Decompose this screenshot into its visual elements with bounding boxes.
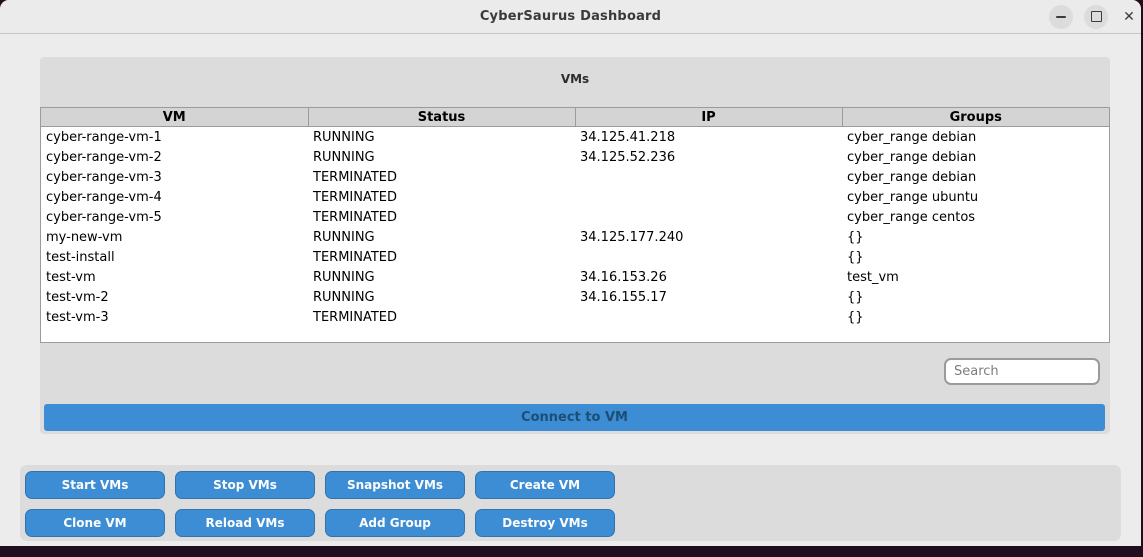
cell-groups: {}	[847, 289, 864, 305]
close-icon: ✕	[1123, 8, 1135, 25]
cell-ip	[575, 167, 842, 187]
app-window: CyberSaurus Dashboard ✕ VMs VM Status IP Gr…	[0, 0, 1141, 546]
cell-vm: test-vm	[46, 269, 96, 285]
search-input[interactable]	[944, 358, 1100, 385]
action-button-create-vm[interactable]: Create VM	[475, 471, 615, 499]
vm-table-header-row: VM Status IP Groups	[41, 108, 1109, 127]
window-controls: ✕	[1049, 0, 1139, 33]
cell-groups: cyber_range centos	[847, 209, 976, 225]
cell-vm: test-vm-2	[46, 289, 109, 305]
cell-groups: cyber_range debian	[847, 149, 977, 165]
cell-status: TERMINATED	[313, 249, 398, 265]
vms-panel: VMs VM Status IP Groups cyber-range-vm-1 RUN…	[40, 57, 1110, 434]
cell-ip	[575, 207, 842, 227]
maximize-icon	[1090, 11, 1102, 22]
vm-table[interactable]: VM Status IP Groups cyber-range-vm-1 RUNNING…	[40, 107, 1110, 343]
table-row[interactable]: my-new-vm RUNNING 34.125.177.240 {}	[41, 227, 1109, 247]
connect-to-vm-button[interactable]: Connect to VM	[44, 404, 1105, 431]
action-row-2: Clone VM Reload VMs Add Group Destroy VMs	[25, 509, 615, 537]
cell-ip: 34.16.153.26	[580, 269, 667, 285]
table-row[interactable]: test-vm-2 RUNNING 34.16.155.17 {}	[41, 287, 1109, 307]
table-row[interactable]: cyber-range-vm-4 TERMINATED cyber_range ub…	[41, 187, 1109, 207]
column-header-status[interactable]: Status	[307, 108, 576, 127]
cell-status: RUNNING	[313, 289, 375, 305]
minimize-icon	[1056, 15, 1066, 18]
table-row[interactable]: cyber-range-vm-1 RUNNING 34.125.41.218 cybe…	[41, 127, 1109, 148]
action-button-destroy-vms[interactable]: Destroy VMs	[475, 509, 615, 537]
cell-groups: {}	[847, 249, 864, 265]
table-row[interactable]: test-install TERMINATED {}	[41, 247, 1109, 267]
cell-status: TERMINATED	[313, 209, 398, 225]
cell-vm: test-install	[46, 249, 115, 265]
action-button-stop-vms[interactable]: Stop VMs	[175, 471, 315, 499]
action-button-reload-vms[interactable]: Reload VMs	[175, 509, 315, 537]
table-row[interactable]: cyber-range-vm-3 TERMINATED cyber_range de…	[41, 167, 1109, 187]
cell-status: RUNNING	[313, 129, 375, 145]
cell-groups: cyber_range ubuntu	[847, 189, 979, 205]
cell-status: TERMINATED	[313, 169, 398, 185]
table-row[interactable]: cyber-range-vm-2 RUNNING 34.125.52.236 cybe…	[41, 147, 1109, 167]
table-row[interactable]: cyber-range-vm-5 TERMINATED cyber_range ce…	[41, 207, 1109, 227]
cell-groups: cyber_range debian	[847, 169, 977, 185]
cell-groups: {}	[847, 309, 864, 325]
cell-ip	[575, 187, 842, 207]
cell-ip: 34.125.52.236	[580, 149, 676, 165]
cell-status: RUNNING	[313, 269, 375, 285]
cell-vm: cyber-range-vm-4	[46, 189, 162, 205]
vms-panel-label: VMs	[560, 72, 590, 86]
cell-vm: cyber-range-vm-2	[46, 149, 162, 165]
action-button-start-vms[interactable]: Start VMs	[25, 471, 165, 499]
column-header-groups[interactable]: Groups	[841, 108, 1109, 127]
cell-vm: test-vm-3	[46, 309, 109, 325]
cell-ip: 34.125.41.218	[580, 129, 676, 145]
table-row[interactable]: test-vm-3 TERMINATED {}	[41, 307, 1109, 327]
cell-status: RUNNING	[313, 149, 375, 165]
cell-vm: cyber-range-vm-5	[46, 209, 162, 225]
cell-vm: cyber-range-vm-3	[46, 169, 162, 185]
action-panel: Start VMs Stop VMs Snapshot VMs Create VM C…	[20, 465, 1121, 541]
cell-status: TERMINATED	[313, 309, 398, 325]
titlebar[interactable]: CyberSaurus Dashboard ✕	[0, 0, 1141, 34]
cell-groups: test_vm	[847, 269, 899, 285]
cell-ip: 34.125.177.240	[580, 229, 684, 245]
cell-status: RUNNING	[313, 229, 375, 245]
action-button-snapshot-vms[interactable]: Snapshot VMs	[325, 471, 465, 499]
vm-table-body: cyber-range-vm-1 RUNNING 34.125.41.218 cybe…	[41, 127, 1109, 328]
cell-ip	[575, 247, 842, 267]
close-button[interactable]: ✕	[1119, 5, 1139, 29]
maximize-button[interactable]	[1084, 4, 1108, 29]
cell-ip: 34.16.155.17	[580, 289, 667, 305]
action-row-1: Start VMs Stop VMs Snapshot VMs Create VM	[25, 471, 615, 499]
window-title: CyberSaurus Dashboard	[479, 9, 662, 24]
cell-groups: {}	[847, 229, 864, 245]
cell-groups: cyber_range debian	[847, 129, 977, 145]
column-header-ip[interactable]: IP	[574, 108, 843, 127]
action-button-add-group[interactable]: Add Group	[325, 509, 465, 537]
cell-ip	[575, 307, 842, 327]
column-header-vm[interactable]: VM	[41, 108, 309, 127]
cell-status: TERMINATED	[313, 189, 398, 205]
cell-vm: cyber-range-vm-1	[46, 129, 162, 145]
minimize-button[interactable]	[1049, 4, 1073, 29]
action-button-clone-vm[interactable]: Clone VM	[25, 509, 165, 537]
cell-vm: my-new-vm	[46, 229, 123, 245]
table-row[interactable]: test-vm RUNNING 34.16.153.26 test_vm	[41, 267, 1109, 287]
